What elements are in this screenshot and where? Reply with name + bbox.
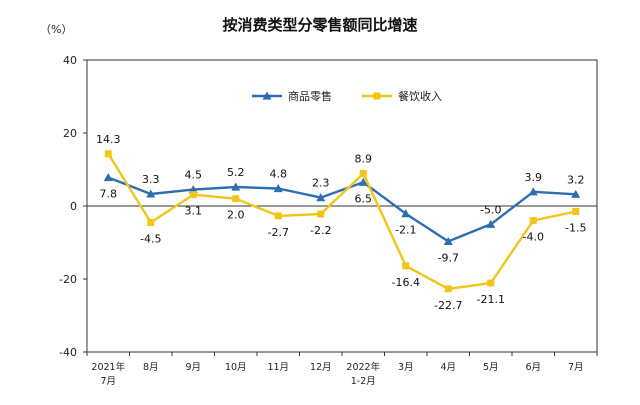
series-2-point — [274, 212, 282, 220]
series-2-point — [487, 279, 495, 287]
chart-title: 按消费类型分零售额同比增速 — [222, 16, 417, 34]
series-2-data-label: 2.0 — [227, 209, 245, 222]
series-2-point — [359, 170, 367, 178]
legend-swatch-marker — [373, 92, 381, 100]
y-axis-ticks: 40 20 0 -20 -40 — [59, 54, 87, 359]
series-2-data-label: -4.5 — [140, 232, 161, 245]
series-2-point — [104, 150, 112, 158]
series-1-data-label: 4.5 — [185, 169, 203, 182]
series-markers — [103, 150, 581, 293]
y-tick-label: -20 — [59, 273, 77, 286]
x-tick-label: 7月 — [568, 362, 584, 373]
series-2-data-label: -2.7 — [268, 226, 289, 239]
y-tick-label: -40 — [59, 346, 77, 359]
series-1-data-label: -2.1 — [395, 224, 416, 237]
x-tick-label: 5月 — [483, 362, 499, 373]
series-2-data-label: 3.1 — [185, 205, 203, 218]
series-1-data-label: -9.7 — [438, 251, 459, 264]
series-1-data-label: 2.3 — [312, 177, 330, 190]
series-2-point — [317, 210, 325, 218]
series-2-data-label: -4.0 — [523, 231, 544, 244]
legend-entry-label: 商品零售 — [288, 89, 332, 103]
series-2-data-label: -21.1 — [477, 293, 505, 306]
series-1-point — [146, 189, 156, 198]
series-1-data-label: -5.0 — [480, 203, 501, 216]
x-axis-ticks: 2021年 7月 8月 9月 10月 11月 12月 2022年 1-2月 3月 4月 5月 6月 7月 — [86, 352, 598, 387]
series-1-data-label: 4.8 — [270, 167, 288, 180]
series-2-point — [529, 217, 537, 225]
series-1-point — [316, 193, 326, 202]
x-tick-label: 1-2月 — [351, 376, 376, 387]
x-tick-label: 2022年 — [346, 361, 380, 373]
series-1-data-label: 3.2 — [567, 173, 585, 186]
x-tick-label: 12月 — [310, 362, 332, 373]
series-1-point — [358, 177, 368, 186]
series-line-1 — [107, 176, 576, 243]
x-tick-label: 6月 — [525, 362, 541, 373]
series-1-data-label: 7.8 — [100, 188, 118, 201]
series-2-point — [402, 262, 410, 270]
series-1-point — [571, 189, 581, 198]
series-1-point — [273, 183, 283, 193]
series-1-data-label: 3.3 — [142, 173, 160, 186]
series-2-point — [572, 207, 580, 215]
x-tick-label: 4月 — [440, 362, 456, 373]
series-2-data-label: -2.2 — [310, 224, 331, 237]
data-labels: 7.8 3.3 4.5 5.2 4.8 2.3 6.5 -2.1 -9.7 -5.0 3.9 3.2 1… — [96, 133, 586, 312]
series-1-point — [231, 182, 241, 191]
series-lines — [107, 153, 577, 291]
series-1-data-label: 5.2 — [227, 166, 245, 179]
series-2-point — [444, 285, 452, 293]
legend: 商品零售 餐饮收入 — [252, 89, 442, 103]
x-tick-label: 7月 — [100, 376, 116, 387]
y-tick-label: 0 — [70, 200, 77, 213]
y-tick-label: 20 — [63, 127, 77, 140]
series-2-data-label: -16.4 — [392, 276, 420, 289]
x-tick-label: 9月 — [185, 362, 201, 373]
series-2-data-label: 8.9 — [355, 153, 373, 166]
series-1-point — [188, 185, 198, 194]
series-2-point — [232, 195, 240, 203]
series-1-point — [443, 236, 453, 246]
y-tick-label: 40 — [63, 54, 77, 67]
series-line-2 — [107, 153, 577, 291]
series-2-data-label: 14.3 — [96, 133, 121, 146]
x-tick-label: 3月 — [398, 362, 414, 373]
x-tick-label: 2021年 — [91, 361, 125, 373]
series-1-point — [401, 209, 411, 218]
series-1-data-label: 3.9 — [525, 171, 543, 184]
x-tick-label: 8月 — [143, 362, 159, 373]
series-1-data-label: 6.5 — [355, 192, 373, 205]
series-2-point — [147, 218, 155, 226]
series-1-point — [103, 173, 113, 182]
legend-swatch-marker — [262, 91, 272, 100]
legend-entry-label: 餐饮收入 — [398, 89, 442, 103]
series-1-point — [486, 219, 496, 228]
series-2-point — [189, 191, 197, 199]
x-tick-label: 11月 — [267, 362, 289, 373]
series-2-data-label: -22.7 — [434, 299, 462, 312]
x-tick-label: 10月 — [225, 362, 247, 373]
series-1-point — [528, 187, 538, 196]
series-2-data-label: -1.5 — [565, 221, 586, 234]
y-unit-label: （%） — [40, 23, 72, 36]
